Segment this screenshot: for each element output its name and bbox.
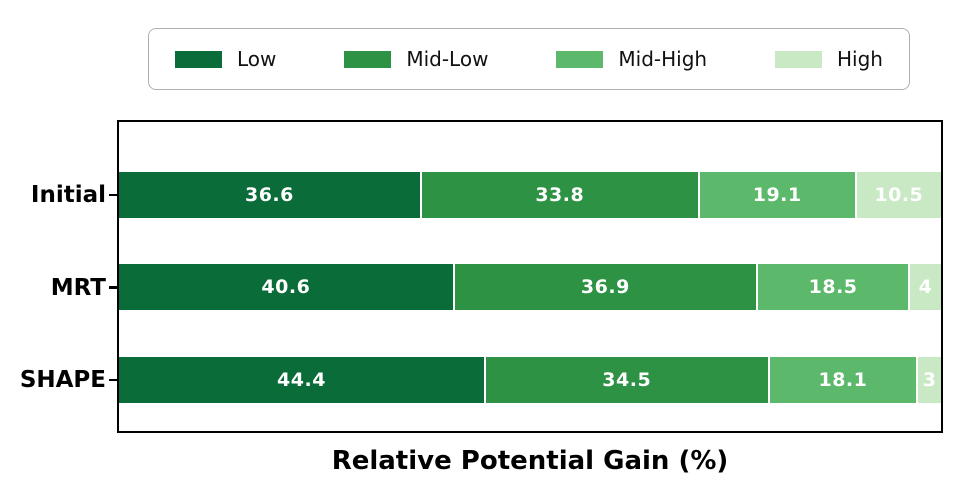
bar-value-label: 36.6 <box>244 183 294 206</box>
bar-row-shape: 44.4 34.5 18.1 3 <box>119 356 941 403</box>
bar-value-label: 18.1 <box>818 368 868 391</box>
legend-label: High <box>837 47 883 71</box>
bar-value-label: 33.8 <box>535 183 585 206</box>
bar-value-label: 10.5 <box>874 183 924 206</box>
bar-value-label: 34.5 <box>602 368 652 391</box>
x-axis-title: Relative Potential Gain (%) <box>331 446 729 476</box>
bar-segment-shape-mid-high: 18.1 <box>767 356 917 403</box>
bar-segment-initial-mid-low: 33.8 <box>419 171 698 218</box>
legend-item-mid-high: Mid-High <box>556 49 707 69</box>
bar-segment-mrt-low: 40.6 <box>119 264 453 310</box>
plot-area: 36.6 33.8 19.1 10.5 40.6 36.9 18.5 4 44.4 34.5 18.… <box>117 120 943 433</box>
bar-value-label: 40.6 <box>261 276 311 298</box>
bar-segment-mrt-mid-low: 36.9 <box>452 264 757 310</box>
bar-segment-initial-mid-high: 19.1 <box>697 171 855 218</box>
bar-row-mrt: 40.6 36.9 18.5 4 <box>119 264 941 310</box>
legend-swatch-mid-low <box>344 50 392 68</box>
bar-segment-mrt-high: 4 <box>908 264 941 310</box>
bar-segment-shape-low: 44.4 <box>119 356 484 403</box>
bar-value-label: 19.1 <box>752 183 802 206</box>
bar-segment-shape-mid-low: 34.5 <box>483 356 768 403</box>
bar-value-label: 44.4 <box>277 368 326 391</box>
legend-swatch-low <box>175 50 222 68</box>
y-tick-label-mrt: MRT <box>50 274 106 301</box>
bar-segment-shape-high: 3 <box>916 356 941 403</box>
legend-item-mid-low: Mid-Low <box>344 49 488 69</box>
y-tick-mark <box>109 193 117 197</box>
legend-label: Mid-Low <box>406 47 489 71</box>
legend-swatch-high <box>775 50 823 68</box>
legend-swatch-mid-high <box>556 50 604 68</box>
y-tick-label-shape: SHAPE <box>19 367 106 393</box>
legend-item-low: Low <box>175 49 276 69</box>
legend-label: Low <box>237 47 277 71</box>
y-tick-mark <box>109 286 117 289</box>
bar-segment-initial-high: 10.5 <box>854 171 941 218</box>
legend-item-high: High <box>775 49 883 69</box>
bar-row-initial: 36.6 33.8 19.1 10.5 <box>119 171 941 218</box>
bar-value-label: 36.9 <box>580 276 630 298</box>
bar-value-label: 18.5 <box>808 276 858 298</box>
bar-value-label: 4 <box>918 276 933 298</box>
legend: Low Mid-Low Mid-High High <box>148 28 910 90</box>
bar-segment-initial-low: 36.6 <box>119 171 420 218</box>
y-tick-label-initial: Initial <box>30 182 106 208</box>
bar-segment-mrt-mid-high: 18.5 <box>756 264 909 310</box>
legend-label: Mid-High <box>618 47 708 71</box>
y-tick-mark <box>109 378 117 382</box>
bar-value-label: 3 <box>922 368 937 391</box>
